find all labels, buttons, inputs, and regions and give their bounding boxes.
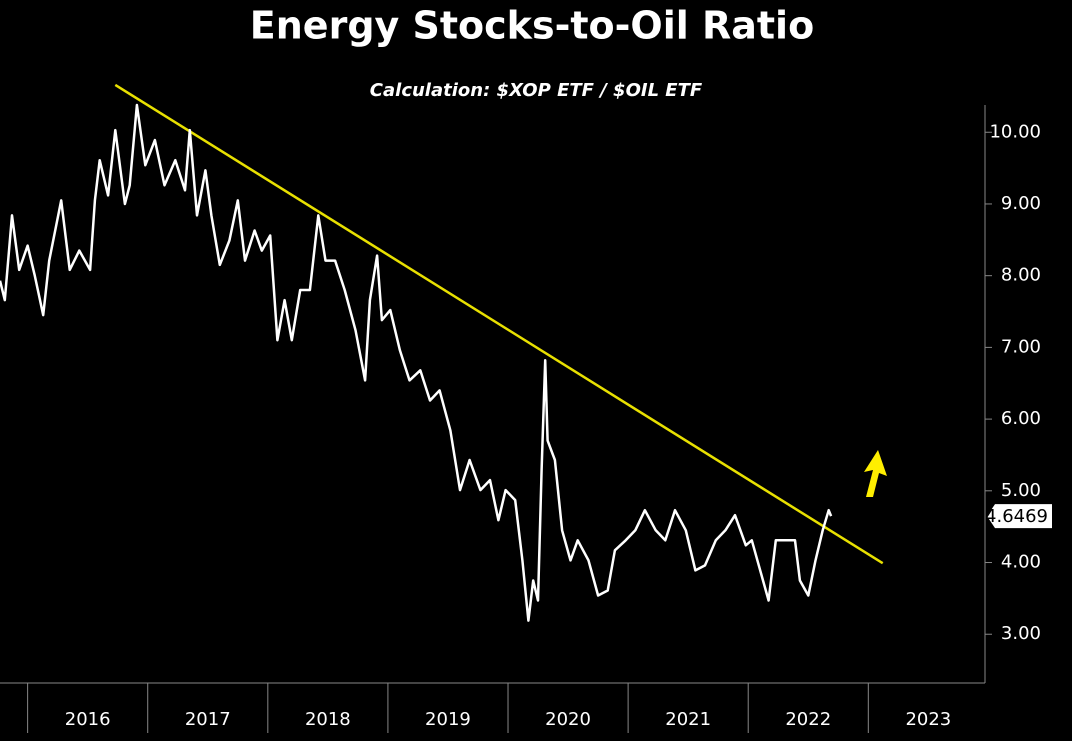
y-tick-label: 10.00 (989, 121, 1041, 142)
x-tick-label: 2016 (65, 709, 111, 730)
x-tick-label: 2017 (185, 709, 231, 730)
y-tick-label: 7.00 (1001, 336, 1041, 357)
x-tick-label: 2023 (905, 709, 951, 730)
x-tick-label: 2020 (545, 709, 591, 730)
line (0, 103, 833, 622)
x-tick-label: 2022 (785, 709, 831, 730)
y-tick-label: 5.00 (1001, 480, 1041, 501)
y-tick-label: 6.00 (1001, 408, 1041, 429)
chart-subtitle: Calculation: $XOP ETF / $OIL ETF (370, 80, 703, 101)
y-tick-label: 8.00 (1001, 265, 1041, 286)
y-tick-label: 4.00 (1001, 552, 1041, 573)
x-tick-label: 2021 (665, 709, 711, 730)
last-value-box (987, 504, 1052, 529)
arrow (864, 450, 887, 497)
x-tick-label: 2019 (425, 709, 471, 730)
y-tick-label: 9.00 (1001, 193, 1041, 214)
x-tick-label: 2018 (305, 709, 351, 730)
chart-title: Energy Stocks-to-Oil Ratio (250, 4, 814, 48)
trend-line (114, 83, 884, 565)
y-tick-label: 3.00 (1001, 623, 1041, 644)
last-value-label: 4.6469 (985, 506, 1048, 527)
